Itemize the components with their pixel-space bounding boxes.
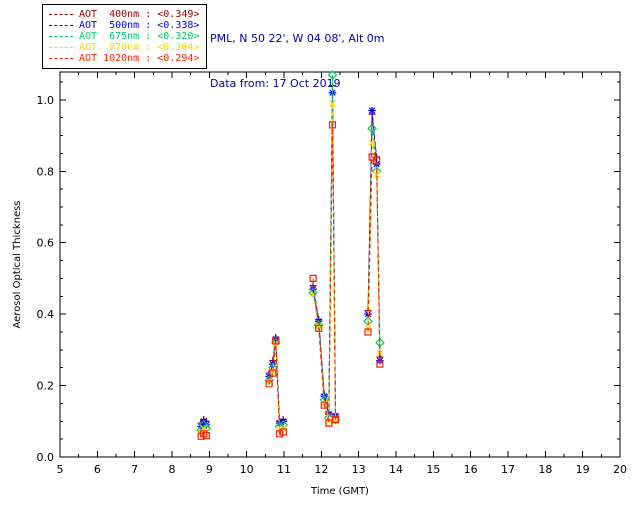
- data-marker: [320, 399, 328, 407]
- legend-row: AOT 400nm : <0.349>: [49, 9, 199, 20]
- legend-label: AOT 870nm : <0.304>: [79, 42, 200, 53]
- data-marker: [200, 430, 208, 438]
- data-marker: [368, 153, 376, 161]
- legend-line-sample: [49, 36, 73, 37]
- data-marker: [364, 328, 372, 336]
- station-header: PML, N 50 22', W 04 08', Alt 0m Data fro…: [210, 6, 384, 122]
- data-marker: [373, 171, 381, 179]
- series-aot-870nm: [197, 99, 384, 437]
- data-marker: [315, 323, 323, 331]
- series-aot-1020nm: [197, 121, 384, 440]
- x-tick-label: 16: [464, 463, 478, 476]
- y-tick-label: 0.0: [37, 451, 55, 464]
- series-aot-675nm: [196, 70, 385, 436]
- legend-line-sample: [49, 14, 73, 15]
- data-marker: [265, 380, 273, 388]
- x-axis-title: Time (GMT): [310, 486, 369, 497]
- y-tick-label: 0.4: [37, 308, 55, 321]
- x-tick-label: 18: [538, 463, 552, 476]
- station-info: PML, N 50 22', W 04 08', Alt 0m: [210, 32, 385, 45]
- legend-line-sample: [49, 47, 73, 48]
- axis-labels: 5 6 7 8 9 10 11 12 13 14 15 16 17 18 19 20 0.0 0.2 0.4 0.6 0…: [12, 94, 627, 497]
- x-tick-label: 13: [352, 463, 366, 476]
- legend-row: AOT 870nm : <0.304>: [49, 42, 199, 53]
- series-aot-400nm: [197, 82, 384, 427]
- legend-box: AOT 400nm : <0.349> AOT 500nm : <0.338> AO…: [42, 4, 208, 69]
- data-marker: [269, 369, 277, 377]
- legend-line-sample: [49, 25, 73, 26]
- data-marker: [373, 157, 381, 165]
- x-tick-label: 14: [389, 463, 403, 476]
- y-axis-title: Aerosol Optical Thickness: [12, 200, 23, 328]
- data-marker: [309, 274, 317, 282]
- data-marker: [265, 378, 273, 386]
- data-marker: [331, 415, 340, 424]
- y-tick-label: 1.0: [37, 94, 55, 107]
- legend-label: AOT 675nm : <0.320>: [79, 31, 200, 42]
- x-tick-label: 8: [169, 463, 176, 476]
- legend-row: AOT 675nm : <0.320>: [49, 31, 199, 42]
- x-tick-label: 19: [576, 463, 590, 476]
- data-marker: [327, 70, 338, 80]
- data-marker: [315, 324, 323, 332]
- x-tick-label: 20: [613, 463, 627, 476]
- x-tick-label: 5: [57, 463, 64, 476]
- x-tick-label: 7: [131, 463, 138, 476]
- legend-row: AOT 1020nm : <0.294>: [49, 53, 199, 64]
- legend-label: AOT 400nm : <0.349>: [79, 9, 200, 20]
- legend-line-sample: [49, 58, 73, 59]
- axes: [59, 71, 621, 458]
- legend-label: AOT 1020nm : <0.294>: [79, 53, 200, 64]
- x-tick-label: 17: [501, 463, 515, 476]
- data-marker: [269, 367, 277, 375]
- data-marker: [328, 121, 337, 129]
- y-tick-label: 0.2: [37, 380, 55, 393]
- data-marker: [325, 419, 333, 427]
- data-marker: [376, 360, 384, 368]
- data-date: Data from: 17 Oct 2019: [210, 77, 341, 90]
- x-tick-label: 10: [240, 463, 254, 476]
- data-marker: [368, 139, 376, 147]
- data-marker: [279, 428, 287, 436]
- data-marker: [202, 432, 210, 440]
- data-marker: [320, 401, 328, 409]
- data-marker: [368, 106, 376, 115]
- x-tick-label: 15: [426, 463, 440, 476]
- data-marker: [197, 432, 205, 440]
- data-marker: [367, 123, 377, 134]
- data-marker: [329, 99, 336, 107]
- x-tick-label: 9: [206, 463, 213, 476]
- y-tick-label: 0.6: [37, 237, 55, 250]
- data-marker: [332, 417, 339, 425]
- y-tick-label: 0.8: [37, 165, 55, 178]
- x-tick-label: 12: [314, 463, 328, 476]
- x-tick-label: 6: [94, 463, 101, 476]
- legend-label: AOT 500nm : <0.338>: [79, 20, 200, 31]
- series-aot-500nm: [197, 88, 384, 431]
- x-tick-label: 11: [277, 463, 291, 476]
- legend-row: AOT 500nm : <0.338>: [49, 20, 199, 31]
- data-marker: [272, 337, 280, 345]
